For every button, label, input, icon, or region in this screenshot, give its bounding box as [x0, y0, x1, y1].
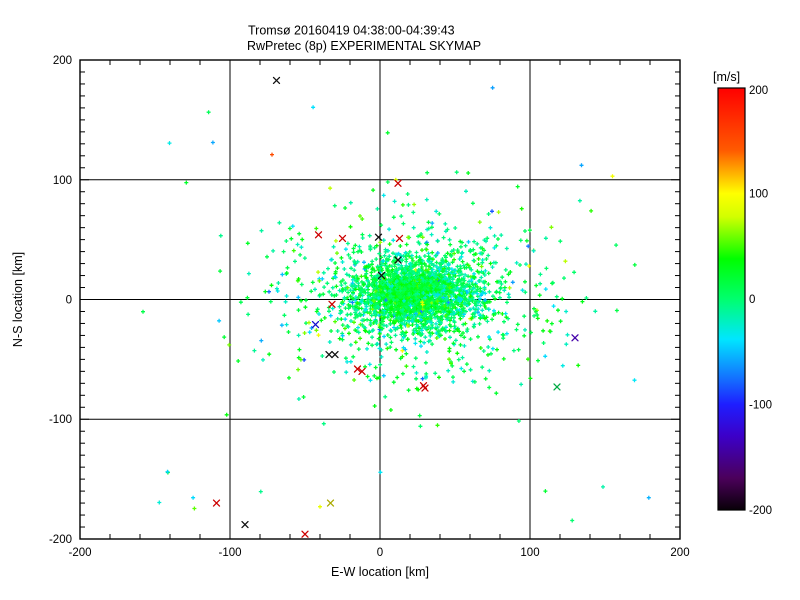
svg-text:200: 200 [749, 85, 768, 97]
svg-text:100: 100 [749, 189, 768, 201]
svg-text:200: 200 [670, 547, 689, 559]
svg-text:100: 100 [53, 175, 72, 187]
svg-text:-100: -100 [49, 414, 72, 426]
svg-text:-200: -200 [749, 505, 772, 517]
svg-text:RwPretec (8p) EXPERIMENTAL SKY: RwPretec (8p) EXPERIMENTAL SKYMAP [247, 39, 481, 53]
svg-text:100: 100 [520, 547, 539, 559]
svg-text:-100: -100 [218, 547, 241, 559]
svg-text:-200: -200 [49, 534, 72, 546]
svg-text:0: 0 [66, 295, 72, 307]
svg-text:E-W location [km]: E-W location [km] [331, 565, 429, 579]
svg-text:-100: -100 [749, 400, 772, 412]
svg-text:0: 0 [377, 547, 383, 559]
svg-text:[m/s]: [m/s] [713, 70, 740, 84]
svg-text:Tromsø 20160419 04:38:00-04:39: Tromsø 20160419 04:38:00-04:39:43 [248, 24, 455, 38]
svg-text:-200: -200 [68, 547, 91, 559]
svg-text:0: 0 [749, 294, 755, 306]
svg-text:200: 200 [53, 55, 72, 67]
svg-text:N-S location [km]: N-S location [km] [11, 252, 25, 347]
